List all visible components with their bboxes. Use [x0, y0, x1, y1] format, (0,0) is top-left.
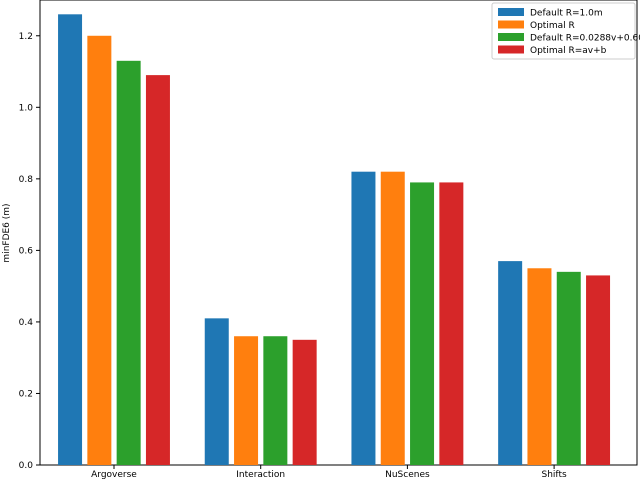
- legend-label: Default R=1.0m: [530, 9, 603, 19]
- x-tick-label: Argoverse: [91, 470, 137, 479]
- bar: [439, 182, 464, 465]
- bar: [292, 339, 317, 465]
- y-tick-label: 0.0: [19, 461, 34, 471]
- y-tick-label: 0.2: [19, 389, 33, 399]
- legend: Default R=1.0m Optimal R Default R=0.0288v…: [491, 2, 640, 60]
- x-tick-label: Shifts: [542, 470, 567, 479]
- y-tick-label: 1.0: [19, 103, 34, 113]
- legend-box: [491, 2, 636, 60]
- bar: [204, 318, 229, 465]
- y-tick-label: 0.8: [19, 175, 34, 185]
- legend-swatch: [498, 8, 524, 16]
- bar: [556, 271, 581, 465]
- bar: [234, 336, 259, 465]
- x-tick-label: NuScenes: [385, 470, 430, 479]
- legend-label: Default R=0.0288v+0.60: [530, 34, 640, 44]
- bar: [586, 275, 611, 465]
- x-tick-label: Interaction: [236, 470, 285, 479]
- plot-frame: [39, 0, 638, 466]
- bars: [58, 14, 611, 466]
- bar: [351, 171, 376, 465]
- legend-swatch: [498, 20, 524, 29]
- y-axis: 0.0 0.2 0.4 0.6 0.8 1.0 1.2: [19, 32, 40, 471]
- x-axis: Argoverse Interaction NuScenes Shifts: [91, 465, 567, 479]
- y-axis-label: minFDE6 (m): [2, 203, 12, 262]
- bar: [58, 14, 83, 466]
- bar: [527, 268, 552, 465]
- legend-swatch: [498, 45, 524, 54]
- bar: [380, 171, 405, 465]
- bar: [498, 261, 523, 465]
- bar: [87, 35, 112, 466]
- legend-swatch: [498, 33, 524, 41]
- y-tick-label: 0.6: [19, 246, 34, 256]
- bar: [145, 75, 170, 465]
- bar: [116, 60, 141, 466]
- y-tick-label: 0.4: [19, 318, 34, 328]
- legend-label: Optimal R: [530, 21, 575, 31]
- bar: [263, 336, 288, 465]
- bar: [410, 182, 435, 465]
- y-tick-label: 1.2: [19, 32, 33, 42]
- legend-label: Optimal R=av+b: [530, 46, 607, 56]
